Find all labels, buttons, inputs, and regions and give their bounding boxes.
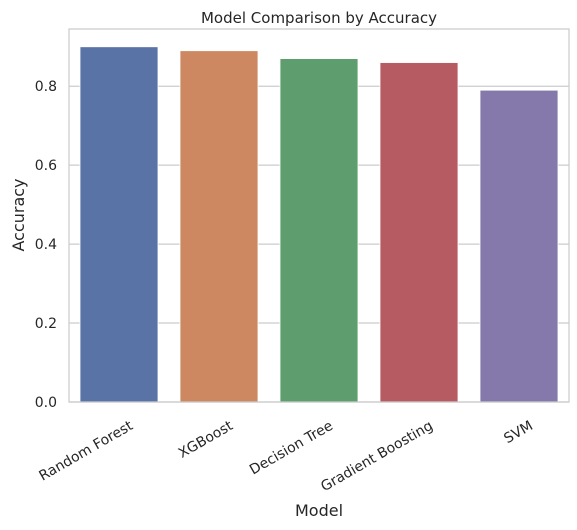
y-tick-label: 0.2 xyxy=(35,316,57,332)
x-axis-label: Model xyxy=(295,501,343,520)
y-tick-label: 0.4 xyxy=(35,237,57,253)
x-tick-label: SVM xyxy=(501,418,535,447)
bar xyxy=(79,46,159,403)
x-tick-label: Decision Tree xyxy=(247,418,336,478)
y-axis-label: Accuracy xyxy=(9,178,28,251)
plot-frame xyxy=(68,28,570,403)
bars xyxy=(79,46,559,403)
x-tick-label: XGBoost xyxy=(176,418,236,462)
bar xyxy=(179,50,259,403)
y-tick-label: 0.6 xyxy=(35,158,57,174)
x-tick-label: Gradient Boosting xyxy=(318,418,436,495)
bar xyxy=(279,58,359,403)
y-tick-labels: 0.0 0.2 0.4 0.6 0.8 xyxy=(35,79,57,411)
bar xyxy=(479,89,559,403)
chart-title: Model Comparison by Accuracy xyxy=(201,9,437,27)
x-tick-label: Random Forest xyxy=(37,418,137,485)
bar xyxy=(379,62,459,403)
y-tick-label: 0.0 xyxy=(35,395,57,411)
y-tick-label: 0.8 xyxy=(35,79,57,95)
x-tick-labels: Random Forest XGBoost Decision TreeGradien… xyxy=(37,418,536,495)
